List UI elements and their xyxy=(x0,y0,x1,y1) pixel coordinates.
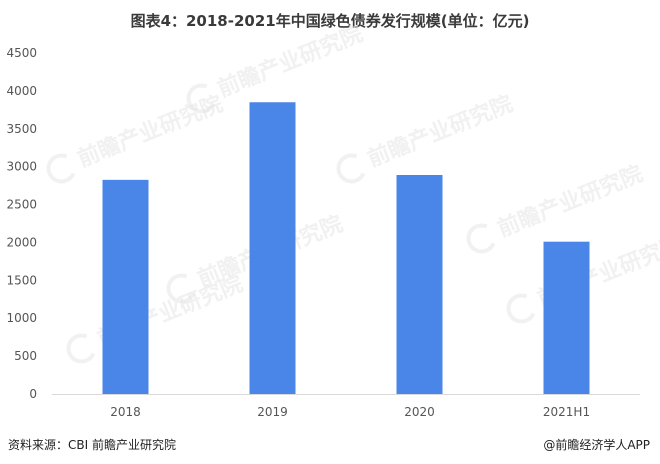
x-tick-label: 2020 xyxy=(404,405,435,419)
x-tick-label: 2018 xyxy=(110,405,141,419)
y-tick-label: 4500 xyxy=(6,46,37,60)
chart-title: 图表4：2018-2021年中国绿色债券发行规模(单位：亿元) xyxy=(130,12,530,30)
x-tick-label: 2021H1 xyxy=(543,405,590,419)
y-tick-label: 3000 xyxy=(6,160,37,174)
y-tick-label: 500 xyxy=(14,349,37,363)
y-tick-label: 0 xyxy=(29,387,37,401)
y-tick-label: 4000 xyxy=(6,84,37,98)
y-tick-label: 1500 xyxy=(6,273,37,287)
x-tick-label: 2019 xyxy=(257,405,288,419)
source-note: 资料来源：CBI 前瞻产业研究院 xyxy=(8,438,176,452)
y-tick-label: 2000 xyxy=(6,235,37,249)
credit-note: @前瞻经济学人APP xyxy=(543,438,650,452)
bar xyxy=(102,179,149,394)
bar xyxy=(396,175,443,394)
bar-chart: 0 500 1000 1500 2000 2500 3000 3500 4000 4500 2018… xyxy=(6,46,640,419)
y-tick-label: 2500 xyxy=(6,198,37,212)
y-tick-label: 1000 xyxy=(6,311,37,325)
bar xyxy=(249,102,296,394)
y-tick-label: 3500 xyxy=(6,122,37,136)
bar xyxy=(543,241,590,394)
